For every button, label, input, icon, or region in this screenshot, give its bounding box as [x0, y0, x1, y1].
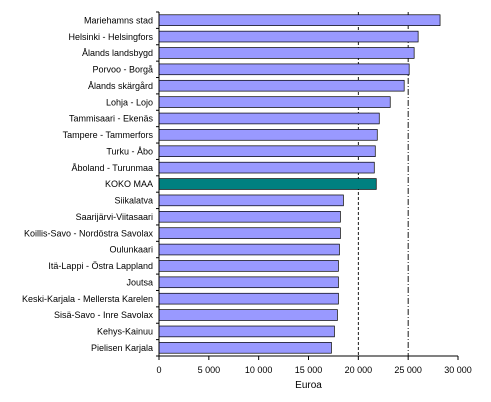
- bar: [158, 260, 339, 272]
- bar: [158, 276, 339, 289]
- category-label: Sisä-Savo - Inre Savolax: [54, 310, 154, 320]
- x-tick-labels: 0 5 000 10 000 15 000 20 000 25 000 30 000: [156, 365, 471, 375]
- x-tick-label: 0: [156, 365, 161, 375]
- bar: [158, 47, 415, 59]
- category-label: Pielisen Karjala: [91, 343, 153, 353]
- bar: [158, 227, 341, 239]
- bar: [158, 211, 341, 223]
- bar: [158, 194, 344, 207]
- bar: [158, 96, 391, 108]
- x-tick-label: 25 000: [394, 365, 422, 375]
- x-tick-label: 20 000: [345, 365, 373, 375]
- category-label: Oulunkaari: [109, 245, 153, 255]
- category-label: Lohja - Lojo: [106, 97, 153, 107]
- bar: [158, 292, 339, 305]
- category-label: Keski-Karjala - Mellersta Karelen: [22, 294, 153, 304]
- bar: [158, 325, 335, 338]
- x-tick-label: 30 000: [444, 365, 472, 375]
- bar: [158, 14, 441, 26]
- x-tick-label: 10 000: [245, 365, 273, 375]
- category-labels: Mariehamns stad Helsinki - Helsingfors Åla…: [22, 15, 154, 353]
- category-label: Ålands landsbygd: [82, 48, 153, 58]
- bar: [158, 112, 380, 125]
- category-label: Turku - Åbo: [106, 146, 153, 156]
- category-label: KOKO MAA: [105, 179, 153, 189]
- category-label: Siikalatva: [114, 196, 153, 206]
- category-label: Porvoo - Borgå: [92, 65, 153, 75]
- bar: [158, 79, 405, 92]
- x-tick-label: 5 000: [198, 365, 221, 375]
- bar: [158, 243, 340, 256]
- category-label: Tampere - Tammerfors: [63, 130, 154, 140]
- bar: [158, 145, 376, 157]
- x-tick-label: 15 000: [295, 365, 323, 375]
- bar: [158, 63, 410, 76]
- category-label: Saarijärvi-Viitasaari: [76, 212, 153, 222]
- bar: [158, 129, 378, 141]
- bars: [158, 14, 441, 354]
- x-ticks: [156, 11, 459, 360]
- bar: [158, 161, 375, 174]
- bar: [158, 178, 377, 190]
- bar: [158, 30, 419, 43]
- category-label: Kehys-Kainuu: [97, 327, 153, 337]
- category-label: Åboland - Turunmaa: [71, 163, 153, 173]
- category-label: Tammisaari - Ekenäs: [69, 114, 154, 124]
- bar: [158, 309, 338, 321]
- category-label: Koillis-Savo - Nordöstra Savolax: [24, 228, 154, 238]
- category-label: Helsinki - Helsingfors: [68, 32, 153, 42]
- bar: [158, 342, 332, 354]
- x-axis-title: Euroa: [295, 380, 322, 391]
- category-label: Mariehamns stad: [84, 15, 153, 25]
- category-label: Joutsa: [126, 277, 153, 287]
- category-label: Itä-Lappi - Östra Lappland: [48, 261, 153, 271]
- category-label: Ålands skärgård: [88, 81, 153, 91]
